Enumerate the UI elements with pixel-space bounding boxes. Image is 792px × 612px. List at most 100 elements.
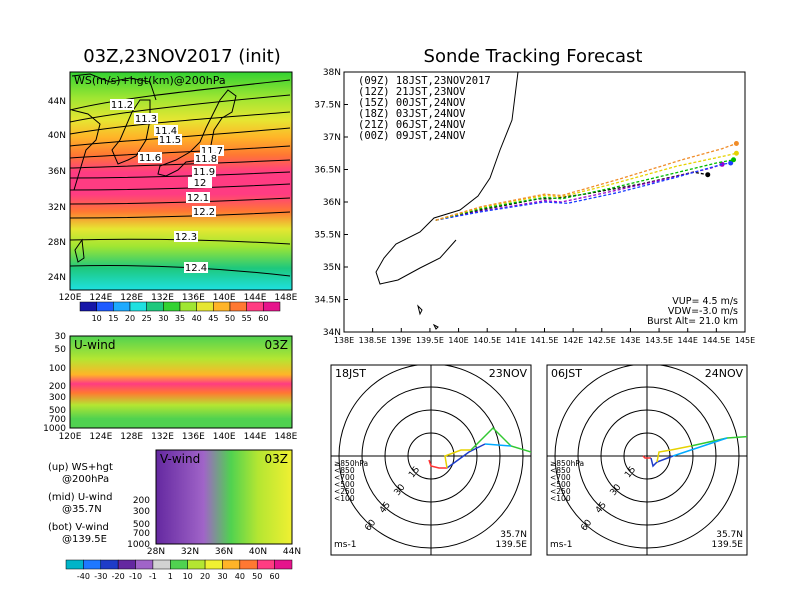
legend-mid-2: @35.7N — [62, 504, 102, 515]
contour-label-bg — [186, 192, 210, 203]
uv-colorbar-cell — [204, 559, 223, 570]
track-legend-entry: (12Z) 21JST,23NOV — [358, 86, 466, 98]
map-lon-tick: 128E — [120, 293, 143, 303]
contour-label: 11.8 — [195, 154, 217, 165]
hodo-level-label: <500 — [334, 480, 355, 489]
u-lon-tick: 136E — [182, 432, 205, 442]
uv-colorbar-label: -40 — [77, 572, 90, 581]
track-x-tick: 145E — [735, 336, 755, 345]
contour-label-bg — [154, 125, 178, 136]
uv-colorbar-cell — [170, 559, 188, 570]
uv-colorbar-label: 40 — [235, 572, 245, 581]
track-line-4 — [435, 152, 737, 221]
uv-colorbar-label: 20 — [200, 572, 210, 581]
u-wind-time: 03Z — [265, 338, 289, 352]
v-wind-frame — [155, 449, 293, 545]
uv-colorbar-cell — [135, 559, 154, 570]
hodo-lon: 139.5E — [712, 540, 744, 550]
track-y-tick: 37.5N — [314, 101, 341, 111]
hodo-level-label: <100 — [334, 494, 355, 503]
hodo-date: 23NOV — [489, 367, 528, 380]
track-series — [435, 141, 739, 221]
contour-label-bg — [138, 152, 162, 163]
contour-label-bg — [134, 113, 158, 124]
hodo-level-label: <850 — [334, 466, 355, 475]
map-lon-tick: 144E — [244, 293, 267, 303]
hodo-time: 18JST — [335, 367, 366, 380]
u-wind-field — [70, 336, 292, 428]
hodo-trace-3 — [470, 426, 531, 453]
track-legend-entry: (21Z) 06JST,24NOV — [358, 119, 466, 131]
track-annotation: VDW=-3.0 m/s — [668, 306, 738, 317]
track-y-tick: 35N — [323, 263, 341, 273]
hodo-date: 24NOV — [705, 367, 744, 380]
ws-colorbar-cell — [79, 301, 97, 312]
hodo-unit: ms-1 — [334, 540, 356, 550]
u-pressure-tick: 700 — [49, 415, 66, 425]
map-lat-tick: 40N — [48, 131, 66, 141]
track-x-tick: 144E — [678, 336, 698, 345]
track-annotation: VUP= 4.5 m/s — [672, 296, 738, 307]
map-lat-tick: 44N — [48, 97, 66, 107]
u-lon-tick: 132E — [151, 432, 174, 442]
track-y-tick: 35.5N — [314, 231, 341, 241]
ws-map-label: WS(m/s)+hgt(km)@200hPa — [74, 74, 226, 87]
u-lon-tick: 128E — [120, 432, 143, 442]
hodo-level-label: <700 — [550, 473, 571, 482]
track-y-tick: 38N — [323, 68, 341, 78]
ws-colorbar-label: 35 — [175, 314, 185, 323]
contour-label: 11.6 — [139, 153, 161, 164]
height-contours — [69, 79, 291, 277]
contour-label: 12 — [194, 178, 207, 189]
panel-legend: (up) WS+hgt @200hPa (mid) U-wind @35.7N … — [48, 462, 113, 545]
burst-point-0 — [705, 172, 711, 178]
contour-label-bg — [188, 177, 212, 188]
v-wind-time: 03Z — [265, 452, 289, 466]
v-pressure-tick: 300 — [133, 507, 150, 517]
uv-colorbar-label: -10 — [129, 572, 142, 581]
hodo-unit: ms-1 — [550, 540, 572, 550]
v-wind-label: V-wind — [160, 452, 200, 466]
ws-map-field — [70, 72, 292, 290]
ws-colorbar-cell — [196, 301, 214, 312]
ws-colorbar-label: 50 — [225, 314, 235, 323]
track-annotation: Burst Alt= 21.0 km — [647, 316, 738, 327]
uv-colorbar-label: 50 — [252, 572, 262, 581]
track-coastline — [375, 72, 519, 285]
u-pressure-tick: 300 — [49, 393, 66, 403]
contour-label-bg — [110, 99, 134, 110]
v-lat-tick: 44N — [283, 547, 301, 557]
uv-colorbar: -40 -30 -20 -10 -1 1 10 20 30 40 50 60 — [65, 559, 293, 581]
track-line-0 — [435, 171, 708, 221]
ws-colorbar-label: 55 — [242, 314, 252, 323]
track-y-tick: 34.5N — [314, 296, 341, 306]
contour-label: 12.3 — [175, 232, 197, 243]
uv-colorbar-cell — [100, 559, 119, 570]
ws-colorbar-label: 60 — [258, 314, 268, 323]
map-lon-tick: 148E — [274, 293, 297, 303]
track-legend-entry: (15Z) 00JST,24NOV — [358, 97, 466, 109]
u-wind-label: U-wind — [74, 338, 115, 352]
track-legend-entry: (18Z) 03JST,24NOV — [358, 108, 466, 120]
hodo-level-label: ≥850hPa — [334, 459, 368, 468]
ws-colorbar-cell — [163, 301, 181, 312]
u-lon-tick: 144E — [244, 432, 267, 442]
track-y-ticks: 38N 37.5N 37N 36.5N 36N 35.5N 35N 34.5N 34N — [314, 68, 348, 338]
v-pressure-tick: 200 — [133, 496, 150, 506]
hodo-level-label: <500 — [550, 480, 571, 489]
taiwan-coastline — [74, 238, 85, 263]
map-lon-tick: 140E — [213, 293, 236, 303]
japan-coastline — [157, 89, 237, 177]
burst-point-4 — [733, 150, 739, 156]
hodo-trace-4 — [484, 443, 512, 447]
track-x-tick: 142E — [563, 336, 583, 345]
u-pressure-tick: 50 — [55, 345, 67, 355]
u-pressure-tick: 1000 — [43, 424, 66, 434]
ws-colorbar-label: 15 — [108, 314, 118, 323]
ws-colorbar-cell — [96, 301, 114, 312]
track-x-tick: 141E — [506, 336, 526, 345]
hodo-lat: 35.7N — [500, 530, 527, 540]
